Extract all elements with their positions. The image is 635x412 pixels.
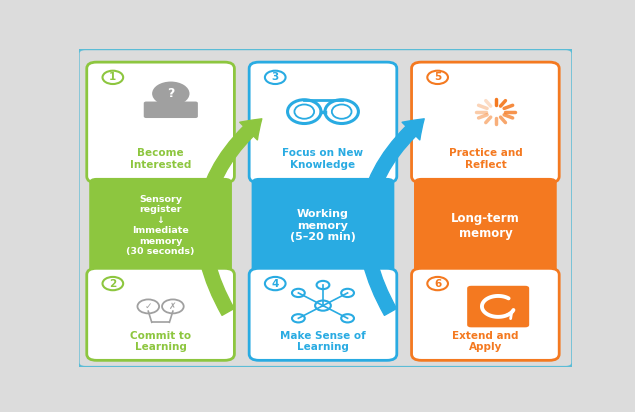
Circle shape bbox=[427, 277, 448, 290]
Text: 6: 6 bbox=[434, 279, 441, 288]
FancyBboxPatch shape bbox=[467, 286, 529, 328]
Circle shape bbox=[427, 71, 448, 84]
FancyArrowPatch shape bbox=[196, 119, 262, 315]
Text: ?: ? bbox=[167, 87, 175, 100]
Text: ✗: ✗ bbox=[169, 302, 177, 311]
FancyBboxPatch shape bbox=[144, 101, 198, 118]
Text: Long-term
memory: Long-term memory bbox=[451, 211, 520, 239]
FancyBboxPatch shape bbox=[411, 268, 559, 360]
Text: 1: 1 bbox=[109, 73, 116, 82]
Text: Become
Interested: Become Interested bbox=[130, 148, 191, 170]
FancyBboxPatch shape bbox=[87, 62, 234, 183]
Text: Sensory
register
↓
Immediate
memory
(30 seconds): Sensory register ↓ Immediate memory (30 … bbox=[126, 195, 195, 256]
Text: Make Sense of
Learning: Make Sense of Learning bbox=[280, 330, 366, 352]
Circle shape bbox=[102, 71, 123, 84]
Circle shape bbox=[102, 277, 123, 290]
Text: 4: 4 bbox=[272, 279, 279, 288]
FancyBboxPatch shape bbox=[414, 178, 557, 273]
Text: Working
memory
(5–20 min): Working memory (5–20 min) bbox=[290, 209, 356, 242]
Text: Focus on New
Knowledge: Focus on New Knowledge bbox=[283, 148, 364, 170]
FancyBboxPatch shape bbox=[89, 178, 232, 273]
FancyArrowPatch shape bbox=[359, 119, 424, 315]
FancyBboxPatch shape bbox=[249, 268, 397, 360]
Circle shape bbox=[265, 277, 286, 290]
Text: Practice and
Reflect: Practice and Reflect bbox=[448, 148, 522, 170]
Text: Commit to
Learning: Commit to Learning bbox=[130, 330, 191, 352]
Circle shape bbox=[265, 71, 286, 84]
FancyBboxPatch shape bbox=[249, 62, 397, 183]
FancyBboxPatch shape bbox=[411, 62, 559, 183]
FancyBboxPatch shape bbox=[251, 178, 394, 273]
Text: 2: 2 bbox=[109, 279, 116, 288]
FancyBboxPatch shape bbox=[78, 49, 573, 368]
Text: ✓: ✓ bbox=[145, 302, 152, 311]
Text: Extend and
Apply: Extend and Apply bbox=[452, 330, 519, 352]
Circle shape bbox=[152, 82, 189, 105]
Text: 3: 3 bbox=[272, 73, 279, 82]
Text: 5: 5 bbox=[434, 73, 441, 82]
FancyBboxPatch shape bbox=[87, 268, 234, 360]
